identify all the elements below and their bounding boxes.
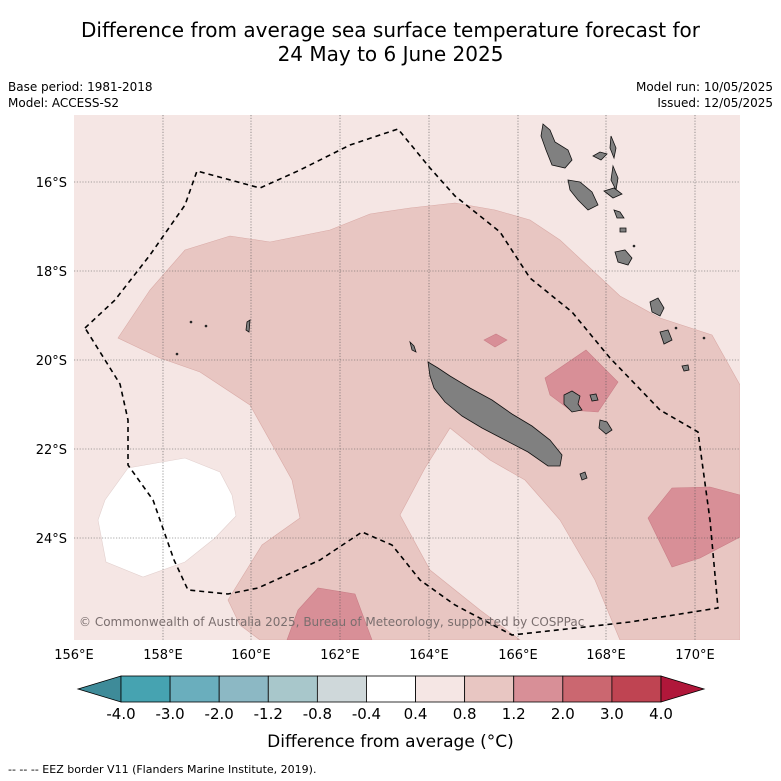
ambrym: [603, 187, 623, 199]
model-name: Model: ACCESS-S2: [8, 96, 120, 110]
aneityum: [681, 364, 690, 372]
islet-5: [702, 336, 706, 340]
issued-date: Issued: 12/05/2025: [657, 96, 773, 110]
land-masses: [175, 123, 706, 481]
lifou: [563, 390, 583, 413]
belep-islands: [409, 340, 417, 353]
eez-footnote: -- -- -- EEZ border V11 (Flanders Marine…: [8, 763, 317, 776]
map-panel: [74, 115, 740, 640]
islet-4: [674, 326, 678, 330]
islet-3: [175, 352, 179, 356]
anomaly-0.8-1.2-area: [117, 202, 740, 640]
colorbar-tick-label: -1.2: [253, 705, 283, 723]
anomaly-near-zero-area: [97, 457, 237, 578]
lat-label-20s: 20°S: [36, 354, 67, 369]
colorbar-box-1.2-to-2.0: [513, 675, 564, 703]
colorbar-box-0.4-to-0.8: [415, 675, 466, 703]
colorbar-box--3.0-to--2.0: [169, 675, 220, 703]
colorbar-box-2.0-to-3.0: [562, 675, 613, 703]
meta-right: Model run: 10/05/2025 Issued: 12/05/2025: [636, 79, 773, 111]
meta-left: Base period: 1981-2018 Model: ACCESS-S2: [8, 79, 153, 111]
malekula: [567, 179, 599, 211]
colorbar-tick-label: 4.0: [649, 705, 673, 723]
colorbar-box--2.0-to--1.2: [218, 675, 269, 703]
title-line-2: 24 May to 6 June 2025: [277, 42, 504, 66]
tanna: [659, 329, 673, 345]
colorbar-tick-label: 0.4: [403, 705, 428, 723]
anomaly-1.2-2.0-patch-east-loyalty: [544, 349, 619, 413]
isle-of-pines: [579, 471, 588, 481]
latitude-labels: 16°S 18°S 20°S 22°S 24°S: [36, 176, 67, 547]
longitude-labels: 156°E 158°E 160°E 162°E 164°E 166°E 168°…: [54, 648, 715, 663]
epi: [613, 209, 625, 219]
colorbar-tick-label: 3.0: [599, 705, 624, 723]
chart-title: Difference from average sea surface temp…: [0, 18, 781, 66]
anomaly-1.2-2.0-patch-southeast: [647, 486, 740, 568]
erromango: [649, 297, 665, 317]
colorbar-tick-label: 2.0: [550, 705, 575, 723]
chesterfield-reef: [245, 319, 251, 333]
colorbar-tick-label: 0.8: [452, 705, 477, 723]
new-caledonia-mainland: [427, 361, 563, 467]
colorbar-extend-high: [660, 675, 706, 703]
lon-label-170e: 170°E: [675, 648, 715, 663]
lon-label-168e: 168°E: [586, 648, 626, 663]
ouvea: [598, 419, 613, 435]
ambae: [592, 151, 608, 161]
colorbar-tick-label: -3.0: [155, 705, 185, 723]
colorbar-box-3.0-to-4.0: [611, 675, 662, 703]
maewo: [609, 135, 617, 160]
lat-label-24s: 24°S: [36, 532, 67, 547]
colorbar-tick-label: -0.4: [351, 705, 382, 723]
colorbar: [76, 675, 706, 703]
colorbar-box--0.8-to--0.4: [316, 675, 367, 703]
lat-label-22s: 22°S: [36, 443, 67, 458]
colorbar-box--4.0-to--3.0: [120, 675, 171, 703]
copyright-text: © Commonwealth of Australia 2025, Bureau…: [79, 615, 584, 629]
islet-6: [632, 244, 636, 248]
lon-label-158e: 158°E: [143, 648, 183, 663]
eez-border: [83, 128, 719, 636]
shepherd-islands: [619, 227, 627, 233]
anomaly-1.2-2.0-patch-south: [286, 587, 373, 640]
islet-2: [204, 324, 208, 328]
title-line-1: Difference from average sea surface temp…: [80, 18, 700, 42]
espiritu-santo: [540, 123, 573, 169]
lon-label-160e: 160°E: [231, 648, 271, 663]
lon-label-164e: 164°E: [409, 648, 449, 663]
model-run: Model run: 10/05/2025: [635, 80, 773, 94]
gridlines: [74, 115, 740, 640]
colorbar-extend-low: [76, 675, 122, 703]
base-period: Base period: 1981-2018: [8, 80, 153, 94]
colorbar-box--1.2-to--0.8: [267, 675, 318, 703]
lon-label-162e: 162°E: [320, 648, 360, 663]
colorbar-box--0.4-to-0.4: [366, 675, 416, 703]
colorbar-title: Difference from average (°C): [267, 732, 514, 752]
anomaly-1.2-2.0-patch-small: [483, 333, 508, 348]
lon-label-166e: 166°E: [498, 648, 538, 663]
colorbar-tick-label: 1.2: [501, 705, 526, 723]
islet-1: [189, 320, 193, 324]
colorbar-tick-label: -2.0: [204, 705, 234, 723]
lat-label-18s: 18°S: [36, 265, 67, 280]
colorbar-tick-label: -4.0: [106, 705, 136, 723]
colorbar-tick-label: -0.8: [302, 705, 332, 723]
efate: [614, 249, 633, 266]
lon-label-156e: 156°E: [54, 648, 94, 663]
colorbar-box-0.8-to-1.2: [464, 675, 515, 703]
lat-label-16s: 16°S: [36, 176, 67, 191]
mare: [589, 393, 599, 402]
